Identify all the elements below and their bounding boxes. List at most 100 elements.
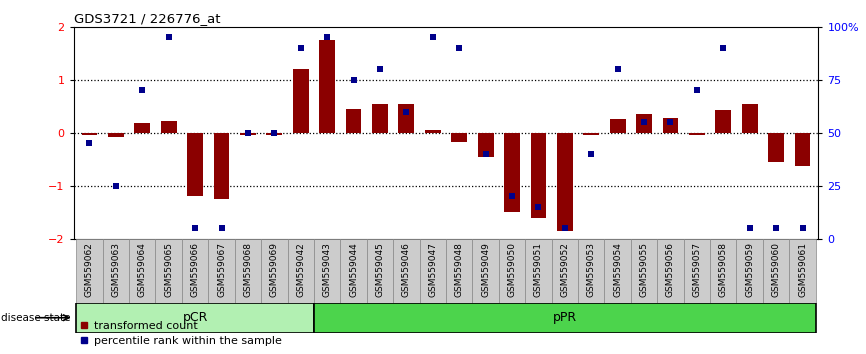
FancyBboxPatch shape: [446, 239, 472, 303]
Text: GSM559068: GSM559068: [243, 242, 252, 297]
Bar: [504, 133, 520, 212]
Point: [716, 45, 730, 51]
Bar: [161, 121, 177, 133]
Point: [109, 183, 123, 189]
Point: [743, 225, 757, 231]
FancyBboxPatch shape: [525, 239, 552, 303]
Point: [373, 66, 387, 72]
FancyBboxPatch shape: [604, 239, 630, 303]
Bar: [425, 130, 441, 133]
Point: [268, 130, 281, 136]
Text: GSM559061: GSM559061: [798, 242, 807, 297]
FancyBboxPatch shape: [314, 239, 340, 303]
FancyBboxPatch shape: [209, 239, 235, 303]
Bar: [662, 118, 678, 133]
FancyBboxPatch shape: [630, 239, 657, 303]
FancyBboxPatch shape: [367, 239, 393, 303]
Text: GSM559065: GSM559065: [165, 242, 173, 297]
FancyBboxPatch shape: [182, 239, 209, 303]
Text: pCR: pCR: [183, 311, 208, 324]
Text: GSM559049: GSM559049: [481, 242, 490, 297]
Text: disease state: disease state: [1, 313, 70, 323]
FancyBboxPatch shape: [103, 239, 129, 303]
Point: [479, 151, 493, 157]
Bar: [293, 69, 308, 133]
FancyBboxPatch shape: [76, 239, 103, 303]
Point: [241, 130, 255, 136]
Bar: [795, 133, 811, 166]
Bar: [557, 133, 572, 231]
Point: [769, 225, 783, 231]
Text: GSM559063: GSM559063: [112, 242, 120, 297]
Bar: [715, 110, 731, 133]
FancyBboxPatch shape: [288, 239, 314, 303]
Bar: [81, 133, 97, 135]
FancyBboxPatch shape: [789, 239, 816, 303]
Bar: [267, 133, 282, 135]
FancyBboxPatch shape: [657, 239, 683, 303]
Text: GSM559042: GSM559042: [296, 242, 305, 297]
FancyBboxPatch shape: [129, 239, 156, 303]
FancyBboxPatch shape: [736, 239, 763, 303]
Text: GSM559054: GSM559054: [613, 242, 622, 297]
Point: [135, 87, 149, 93]
FancyBboxPatch shape: [763, 239, 789, 303]
FancyBboxPatch shape: [472, 239, 499, 303]
Point: [505, 194, 519, 199]
Point: [162, 34, 176, 40]
Point: [796, 225, 810, 231]
Point: [294, 45, 307, 51]
Point: [690, 87, 704, 93]
Text: GSM559046: GSM559046: [402, 242, 410, 297]
FancyBboxPatch shape: [340, 239, 367, 303]
Text: GSM559060: GSM559060: [772, 242, 780, 297]
Bar: [372, 104, 388, 133]
Bar: [584, 133, 599, 135]
FancyBboxPatch shape: [156, 239, 182, 303]
Point: [320, 34, 334, 40]
Bar: [637, 114, 652, 133]
FancyBboxPatch shape: [262, 239, 288, 303]
Point: [663, 119, 677, 125]
Text: GSM559059: GSM559059: [746, 242, 754, 297]
Bar: [320, 40, 335, 133]
Text: GSM559045: GSM559045: [376, 242, 385, 297]
FancyBboxPatch shape: [499, 239, 525, 303]
Point: [585, 151, 598, 157]
Point: [426, 34, 440, 40]
Point: [637, 119, 651, 125]
Legend: transformed count, percentile rank within the sample: transformed count, percentile rank withi…: [79, 321, 281, 346]
Text: GSM559058: GSM559058: [719, 242, 727, 297]
Point: [82, 141, 96, 146]
FancyBboxPatch shape: [235, 239, 262, 303]
Text: GSM559052: GSM559052: [560, 242, 569, 297]
Bar: [346, 109, 361, 133]
Bar: [214, 133, 229, 199]
Text: GSM559043: GSM559043: [323, 242, 332, 297]
FancyBboxPatch shape: [420, 239, 446, 303]
Bar: [398, 104, 414, 133]
Bar: [768, 133, 784, 162]
FancyBboxPatch shape: [314, 303, 816, 333]
Bar: [531, 133, 546, 218]
FancyBboxPatch shape: [578, 239, 604, 303]
Text: GSM559056: GSM559056: [666, 242, 675, 297]
Text: GSM559066: GSM559066: [191, 242, 199, 297]
Point: [452, 45, 466, 51]
Bar: [610, 120, 625, 133]
FancyBboxPatch shape: [393, 239, 420, 303]
Text: GSM559050: GSM559050: [507, 242, 516, 297]
Text: GSM559057: GSM559057: [693, 242, 701, 297]
Point: [611, 66, 624, 72]
Text: GSM559064: GSM559064: [138, 242, 146, 297]
Text: GSM559069: GSM559069: [270, 242, 279, 297]
Bar: [187, 133, 203, 196]
Text: GSM559048: GSM559048: [455, 242, 463, 297]
Text: GSM559044: GSM559044: [349, 242, 358, 297]
Bar: [108, 133, 124, 137]
Text: GSM559062: GSM559062: [85, 242, 94, 297]
FancyBboxPatch shape: [683, 239, 710, 303]
Point: [399, 109, 413, 114]
FancyBboxPatch shape: [552, 239, 578, 303]
Text: GSM559051: GSM559051: [534, 242, 543, 297]
